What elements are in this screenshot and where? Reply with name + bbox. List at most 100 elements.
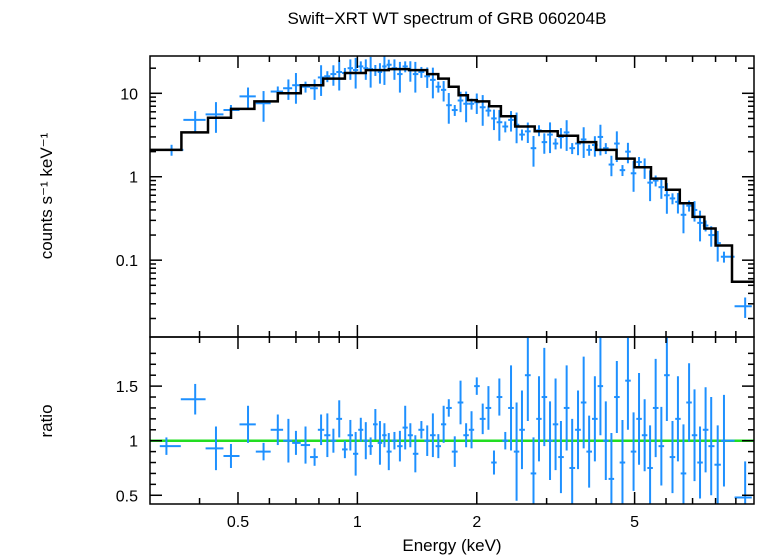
ratio-data-point: [519, 390, 525, 470]
spectrum-y-axis-label: counts s⁻¹ keV⁻¹: [37, 132, 56, 259]
ratio-data-point: [451, 436, 458, 467]
spectrum-data-point: [474, 93, 480, 114]
ratio-data-point: [541, 347, 548, 447]
spectrum-panel: 0.1 1 10 counts s⁻¹ keV⁻¹: [37, 55, 755, 338]
ratio-data-point: [552, 378, 559, 471]
spectrum-data-point: [239, 87, 256, 108]
ratio-data-point: [536, 376, 542, 462]
spectrum-data-point: [552, 138, 559, 150]
ratio-data-point: [317, 414, 325, 446]
y-tick-label: 1.5: [116, 379, 138, 396]
ratio-data-points: [159, 337, 752, 504]
ratio-data-point: [407, 423, 413, 448]
spectrum-data-point: [680, 202, 687, 234]
ratio-data-point: [630, 412, 637, 491]
spectrum-data-point: [530, 135, 537, 167]
ratio-data-point: [580, 356, 587, 449]
ratio-data-point: [563, 365, 570, 451]
x-axis-label: Energy (keV): [402, 536, 501, 555]
ratio-data-point: [402, 405, 408, 450]
ratio-data-point: [300, 426, 311, 464]
ratio-data-point: [708, 397, 715, 496]
ratio-data-point: [479, 403, 486, 435]
spectrum-data-point: [430, 67, 436, 99]
x-tick-label: 5: [630, 514, 639, 531]
ratio-data-point: [603, 401, 609, 480]
ratio-data-point: [342, 440, 348, 459]
ratio-data-point: [368, 437, 373, 455]
ratio-data-point: [435, 434, 441, 459]
ratio-data-point: [336, 400, 343, 438]
ratio-data-point: [386, 433, 392, 471]
spectrum-data-point: [440, 81, 447, 102]
ratio-y-axis-label: ratio: [37, 404, 56, 437]
ratio-data-point: [547, 401, 553, 480]
ratio-data-point: [686, 363, 692, 442]
ratio-data-point: [508, 365, 514, 451]
y-tick-label: 10: [120, 86, 138, 103]
spectrum-data-point: [418, 66, 425, 78]
ratio-data-point: [592, 376, 598, 462]
spectrum-data-point: [569, 143, 576, 155]
ratio-data-point: [347, 419, 354, 451]
spectrum-data-point: [446, 93, 452, 124]
spectrum-data-point: [603, 143, 609, 155]
ratio-data-point: [382, 423, 387, 448]
ratio-data-point: [324, 413, 331, 458]
ratio-data-point: [502, 431, 509, 450]
ratio-plot-frame: [149, 336, 755, 505]
y-tick-label: 0.5: [116, 488, 138, 505]
ratio-data-point: [474, 377, 480, 395]
ratio-data-point: [720, 394, 735, 487]
y-tick-label: 1: [129, 434, 138, 451]
ratio-data-point: [463, 423, 469, 448]
spectrum-data-point: [402, 61, 408, 73]
spectrum-data-point: [508, 111, 514, 132]
spectrum-data-point: [377, 63, 383, 84]
ratio-data-point: [691, 389, 698, 482]
spectrum-data-point: [330, 65, 337, 86]
spectrum-data-point: [435, 81, 441, 93]
ratio-data-point: [468, 411, 475, 449]
ratio-data-point: [446, 399, 452, 417]
spectrum-data-point: [519, 129, 525, 141]
y-tick-label: 0.1: [116, 253, 138, 270]
spectrum-data-point: [336, 59, 343, 91]
spectrum-data-point: [412, 61, 419, 93]
ratio-data-point: [714, 425, 721, 504]
y-tick-label: 1: [129, 170, 138, 187]
ratio-data-point: [608, 433, 615, 504]
x-tick-label: 1: [353, 514, 362, 531]
ratio-data-point: [680, 424, 687, 504]
spectrum-data-point: [463, 91, 469, 123]
ratio-data-point: [734, 461, 752, 504]
spectrum-data-point: [502, 121, 509, 133]
spectrum-data-point: [558, 128, 564, 149]
spectrum-data-point: [292, 73, 301, 104]
spectrum-data-point: [347, 59, 354, 80]
ratio-axis-ticks: 0.5 1 1.5 0.5 1 2 5: [116, 337, 754, 531]
spectrum-data-point: [183, 111, 206, 132]
ratio-data-point: [597, 337, 604, 436]
ratio-data-point: [255, 442, 271, 461]
ratio-data-point: [636, 373, 642, 465]
ratio-data-point: [363, 422, 369, 460]
ratio-data-point: [391, 431, 398, 450]
ratio-data-point: [513, 402, 520, 501]
spectrum-data-point: [734, 297, 752, 318]
ratio-data-point: [625, 337, 631, 430]
ratio-data-point: [575, 390, 581, 470]
chart-title: Swift−XRT WT spectrum of GRB 060204B: [288, 9, 607, 28]
spectrum-data-point: [324, 71, 331, 83]
ratio-data-point: [485, 386, 492, 430]
ratio-data-point: [530, 437, 537, 504]
spectrum-data-point: [358, 61, 364, 73]
spectrum-plot-frame: [149, 55, 755, 338]
ratio-panel: 0.5 1 1.5 0.5 1 2 5 ratio Energy (keV): [37, 336, 755, 555]
spectrum-data-point: [625, 142, 631, 164]
ratio-data-point: [675, 376, 681, 462]
ratio-data-point: [180, 383, 206, 415]
spectrum-data-point: [541, 133, 548, 154]
spectrum-axis-ticks: 0.1 1 10: [116, 56, 754, 337]
ratio-data-point: [619, 419, 626, 504]
